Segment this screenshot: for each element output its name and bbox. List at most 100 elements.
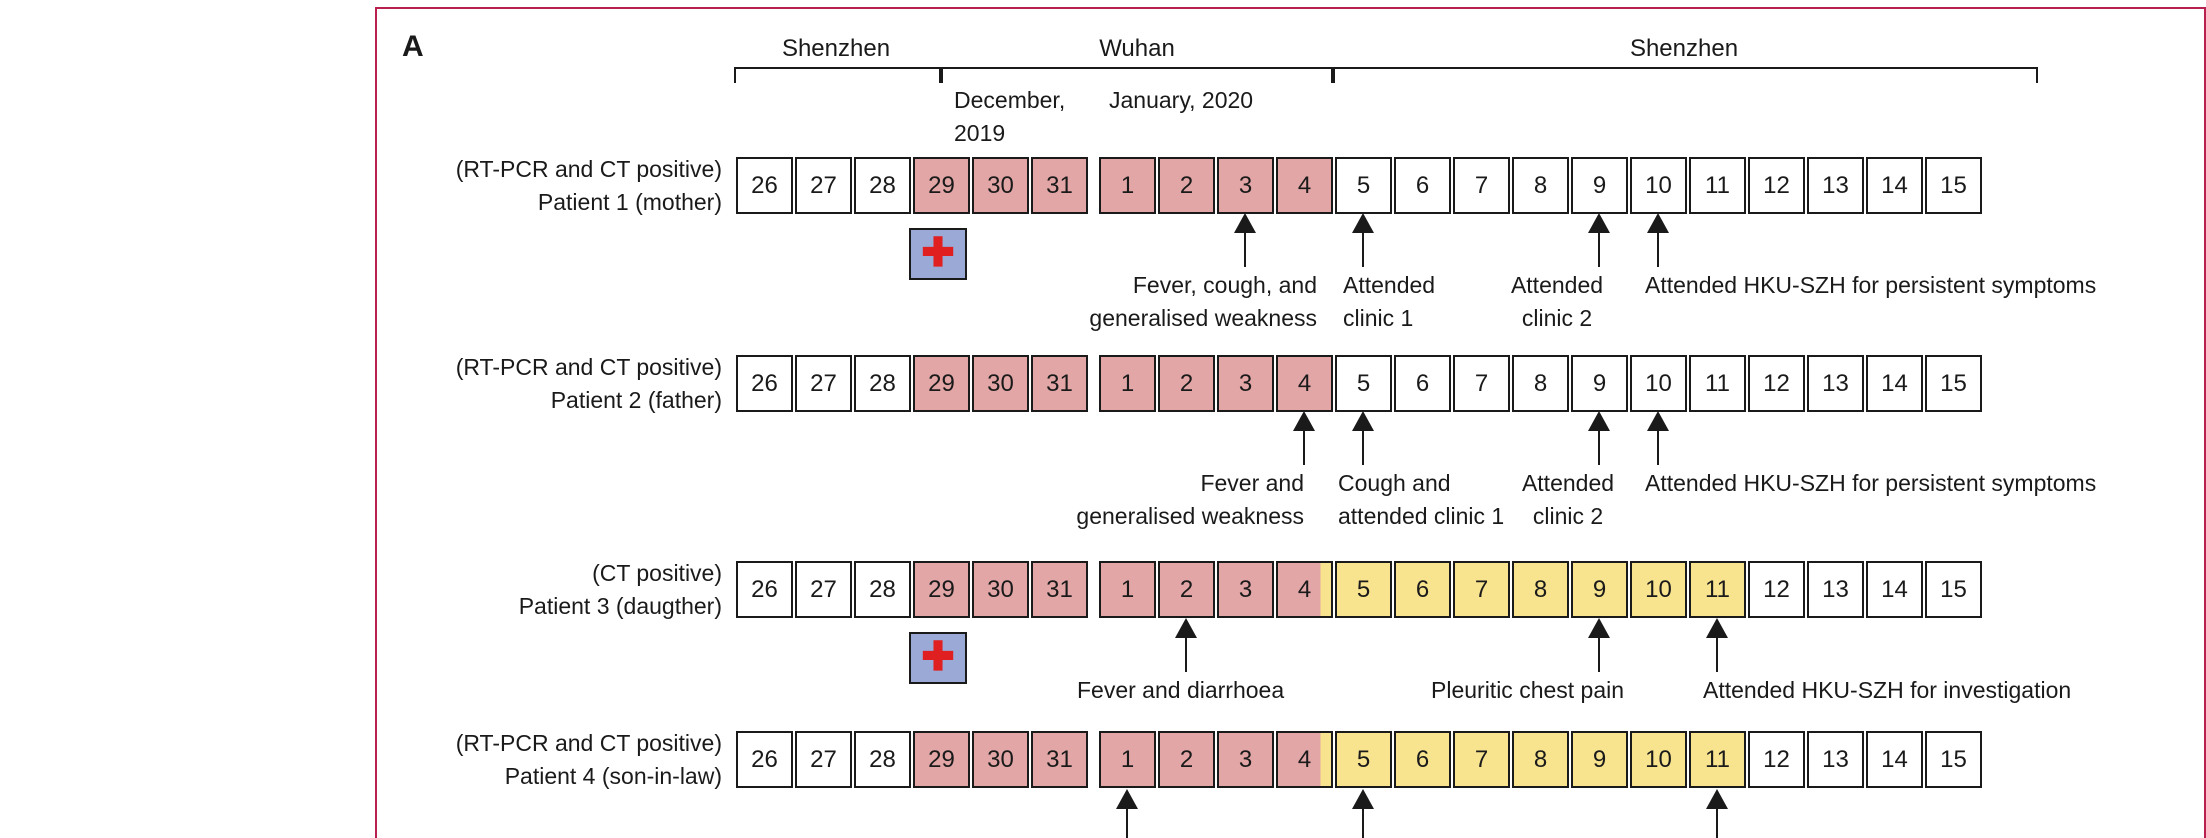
region-bracket-shenzhen-before [734,67,941,83]
calendar-day-cell: 30 [972,157,1029,214]
timeline-arrow [1234,213,1256,267]
patient-name: Patient 3 (daugther) [518,593,722,619]
month-label-december: December, [954,87,1066,113]
event-annotation: Cough and attended clinic 1 [1338,467,1504,533]
calendar-day-cell: 27 [795,561,852,618]
calendar-day-cell: 26 [736,731,793,788]
calendar-day-cell: 8 [1512,355,1569,412]
calendar-day-cell: 11 [1689,355,1746,412]
calendar-day-cell: 13 [1807,561,1864,618]
event-annotation-line: attended clinic 1 [1338,503,1505,529]
event-annotation-line: Fever, cough, and [1132,272,1317,298]
calendar-day-cell: 28 [854,157,911,214]
calendar-day-cell: 15 [1925,157,1982,214]
event-annotation: Fever, cough, and generalised weakness [1089,269,1317,335]
figure-frame [375,7,2206,838]
calendar-day-cell: 12 [1748,731,1805,788]
event-annotation: Attended clinic 2 [1437,269,1677,335]
event-annotation-line: clinic 1 [1343,305,1414,331]
event-annotation: Attended clinic 1 [1343,269,1435,335]
timeline-arrow [1116,789,1138,838]
calendar-day-cell: 26 [736,561,793,618]
event-annotation: Attended HKU-SZH for persistent symptoms [1645,467,2096,500]
event-annotation: Fever and generalised weakness [1076,467,1304,533]
calendar-day-cell: 10 [1630,561,1687,618]
calendar-day-cell: 30 [972,355,1029,412]
event-annotation-line: Fever and [1200,470,1304,496]
event-annotation-line: clinic 2 [1532,503,1604,529]
event-annotation: Fever and diarrhoea [1077,674,1284,707]
timeline-arrow [1647,213,1669,267]
calendar-day-cell: 29 [913,561,970,618]
calendar-day-cell: 6 [1394,355,1451,412]
calendar-day-cell: 6 [1394,157,1451,214]
calendar-day-cell: 9 [1571,355,1628,412]
region-label-shenzhen-before: Shenzhen [781,35,891,62]
calendar-day-cell: 13 [1807,355,1864,412]
calendar-day-cell: 4 [1276,355,1333,412]
calendar-day-cell: 1 [1099,561,1156,618]
region-bracket-shenzhen-after [1333,67,2038,83]
calendar-day-cell: 15 [1925,561,1982,618]
patient-test-status: (RT-PCR and CT positive) [455,354,722,380]
region-label-wuhan: Wuhan [1099,35,1175,62]
calendar-day-cell: 5 [1335,355,1392,412]
calendar-day-cell: 4 [1276,731,1333,788]
calendar-day-cell: 31 [1031,157,1088,214]
calendar-day-cell: 10 [1630,355,1687,412]
event-annotation-line: Fever and diarrhoea [1077,677,1285,703]
calendar-day-cell: 26 [736,157,793,214]
calendar-day-cell: 14 [1866,731,1923,788]
calendar-day-cell: 1 [1099,157,1156,214]
calendar-day-cell: 10 [1630,157,1687,214]
calendar-day-cell: 28 [854,355,911,412]
calendar-day-cell: 2 [1158,355,1215,412]
calendar-day-cell: 7 [1453,355,1510,412]
patient-name: Patient 2 (father) [550,387,722,413]
calendar-day-cell: 29 [913,157,970,214]
event-annotation-line: Attended [1343,272,1436,298]
calendar-day-cell: 8 [1512,561,1569,618]
event-annotation-line: Attended HKU-SZH for persistent symptoms [1645,272,2097,298]
event-annotation: Attended HKU-SZH for investigation [1703,674,2071,707]
patient-name: Patient 1 (mother) [537,189,722,215]
month-label-january: January, 2020 [1109,87,1254,113]
patient-test-status: (RT-PCR and CT positive) [455,156,722,182]
calendar-day-cell: 8 [1512,157,1569,214]
calendar-day-cell: 4 [1276,561,1333,618]
event-annotation-line: Attended [1510,272,1604,298]
calendar-day-cell: 6 [1394,731,1451,788]
calendar-day-cell: 15 [1925,731,1982,788]
calendar-day-cell: 7 [1453,561,1510,618]
timeline-arrow [1706,789,1728,838]
timeline-arrow [1175,618,1197,672]
calendar-day-cell: 31 [1031,731,1088,788]
calendar-day-cell: 31 [1031,355,1088,412]
calendar-day-cell: 1 [1099,731,1156,788]
region-label-shenzhen-after: Shenzhen [1629,35,1739,62]
event-annotation: Attended HKU-SZH for persistent symptoms [1645,269,2096,302]
calendar-day-cell: 11 [1689,561,1746,618]
calendar-day-cell: 1 [1099,355,1156,412]
calendar-day-cell: 12 [1748,355,1805,412]
timeline-arrow [1352,213,1374,267]
calendar-day-cell: 30 [972,731,1029,788]
calendar-day-cell: 13 [1807,157,1864,214]
event-annotation-line: generalised weakness [1089,305,1317,331]
calendar-day-cell: 14 [1866,157,1923,214]
calendar-day-cell: 11 [1689,157,1746,214]
patient-name: Patient 4 (son-in-law) [504,763,722,789]
patient-test-status: (RT-PCR and CT positive) [455,730,722,756]
calendar-day-cell: 15 [1925,355,1982,412]
calendar-day-cell: 31 [1031,561,1088,618]
calendar-day-cell: 5 [1335,157,1392,214]
calendar-day-cell: 27 [795,157,852,214]
calendar-day-cell: 14 [1866,355,1923,412]
calendar-day-cell: 13 [1807,731,1864,788]
panel-letter: A [402,30,424,63]
calendar-day-cell: 12 [1748,157,1805,214]
calendar-day-cell: 3 [1217,355,1274,412]
calendar-day-cell: 30 [972,561,1029,618]
calendar-day-cell: 12 [1748,561,1805,618]
calendar-day-cell: 4 [1276,157,1333,214]
